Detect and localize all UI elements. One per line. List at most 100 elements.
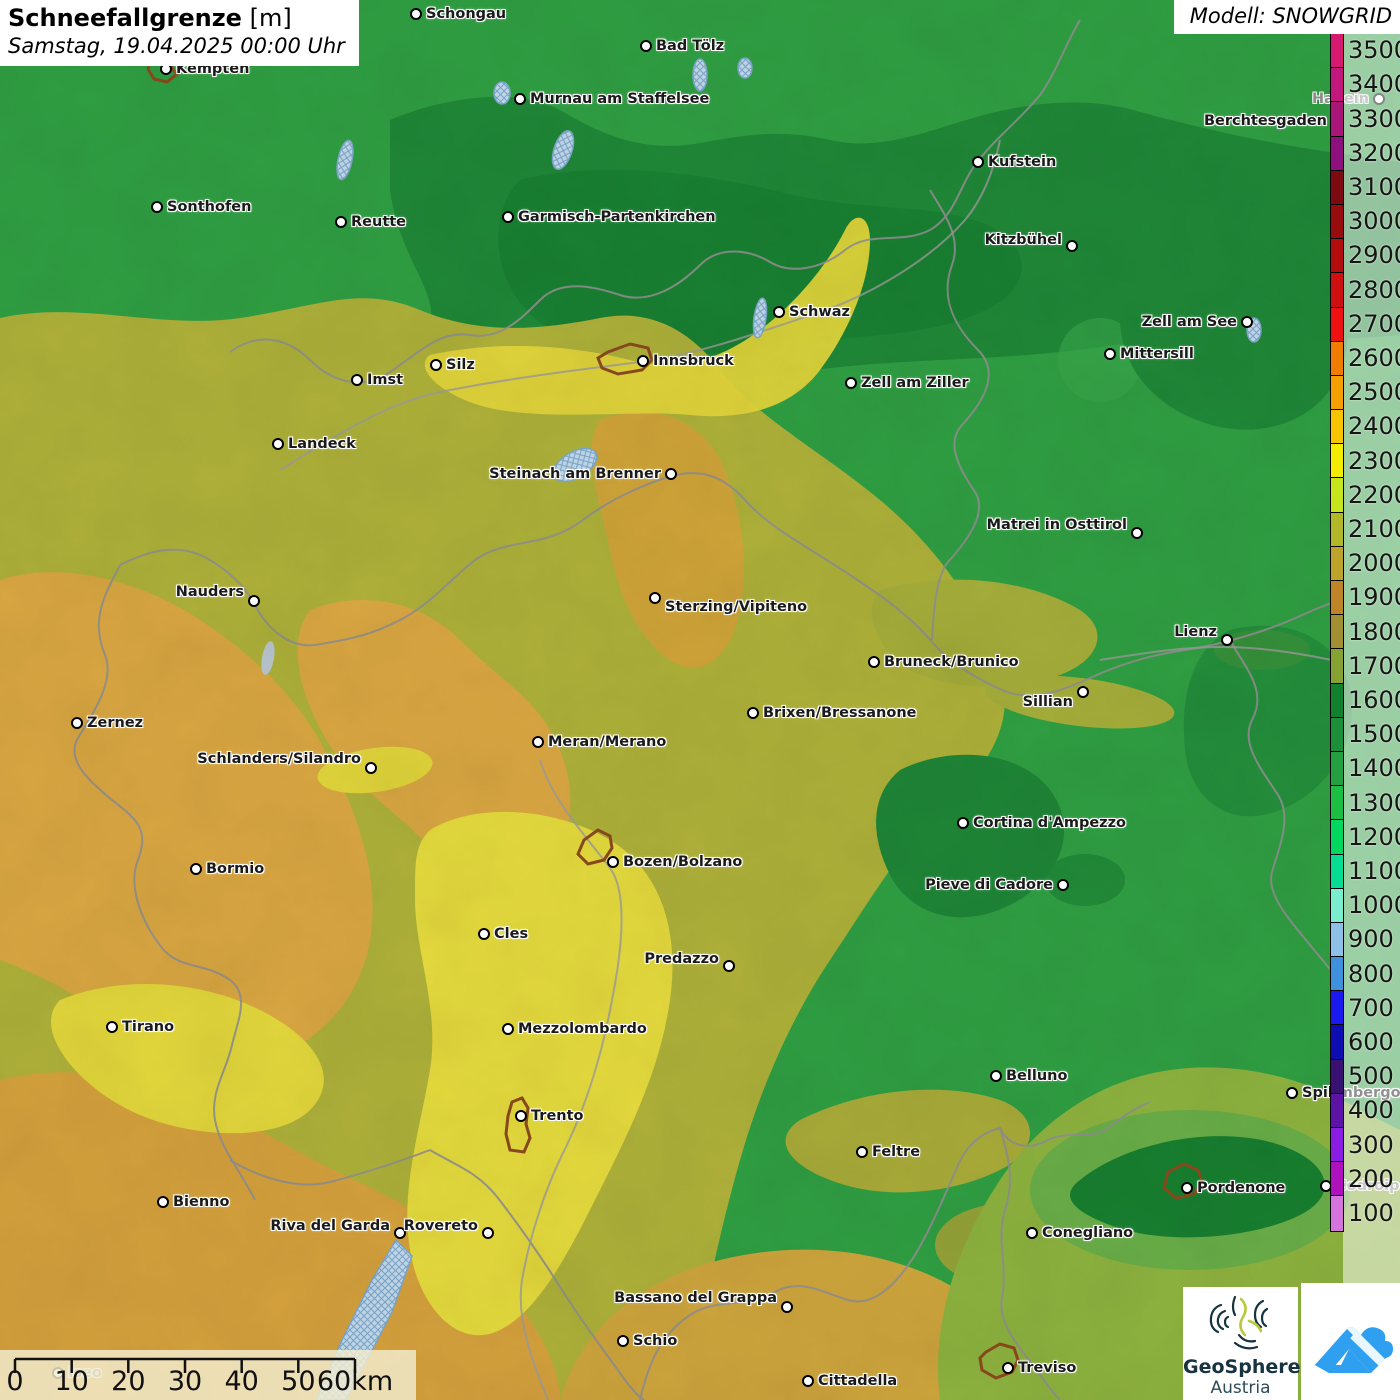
colorbar-block-2600: [1331, 341, 1343, 376]
colorbar-tick-label: 300: [1348, 1130, 1394, 1159]
elevation-colorbar: [1330, 33, 1344, 1232]
scalebar-tick-label: 50: [281, 1366, 316, 1397]
city-marker-icon: [781, 1301, 793, 1313]
city-marker-icon: [1221, 634, 1233, 646]
colorbar-tick-label: 1300: [1348, 788, 1400, 817]
colorbar-block-700: [1331, 991, 1343, 1026]
colorbar-tick-label: 3300: [1348, 104, 1400, 133]
colorbar-tick-label: 2100: [1348, 514, 1400, 543]
city-marker-icon: [502, 1023, 514, 1035]
city-label: Zell am Ziller: [861, 375, 969, 391]
city-marker-icon: [1077, 686, 1089, 698]
city-label: Lienz: [1174, 624, 1217, 640]
city-label: Cortina d'Ampezzo: [973, 815, 1127, 831]
colorbar-tick-label: 2200: [1348, 480, 1400, 509]
geosphere-logo-icon: [1209, 1295, 1268, 1350]
colorbar-block-1400: [1331, 751, 1343, 787]
colorbar-tick-label: 1200: [1348, 822, 1400, 851]
colorbar-block-3200: [1331, 136, 1343, 171]
city-marker-icon: [1286, 1087, 1298, 1099]
city-label: Brixen/Bressanone: [763, 705, 917, 721]
title-text: Schneefallgrenze: [8, 4, 242, 32]
title-unit: [m]: [249, 4, 292, 32]
colorbar-block-2400: [1331, 410, 1343, 445]
city-label: Nauders: [175, 584, 244, 600]
model-label: Modell: SNOWGRID: [1189, 4, 1392, 28]
scalebar-tick-label: 10: [54, 1366, 89, 1397]
city-label: Kitzbühel: [984, 232, 1062, 248]
mountain-logo-icon: [1315, 1327, 1393, 1373]
city-marker-icon: [151, 201, 163, 213]
colorbar-tick-label: 2600: [1348, 343, 1400, 372]
colorbar-tick-label: 2300: [1348, 446, 1400, 475]
scalebar-tick-label: 60km: [316, 1366, 394, 1397]
city-label: Sonthofen: [167, 199, 252, 215]
city-marker-icon: [502, 211, 514, 223]
colorbar-block-1500: [1331, 717, 1343, 752]
city-label: Bienno: [173, 1194, 230, 1210]
colorbar-block-2900: [1331, 239, 1343, 274]
city-marker-icon: [515, 1110, 527, 1122]
colorbar-tick-label: 3500: [1348, 36, 1400, 65]
city-label: Trento: [531, 1108, 584, 1124]
city-marker-icon: [747, 707, 759, 719]
colorbar-tick-label: 1700: [1348, 651, 1400, 680]
city-marker-icon: [410, 8, 422, 20]
colorbar-block-3100: [1331, 170, 1343, 205]
city-label: Mezzolombardo: [518, 1021, 647, 1037]
city-marker-icon: [190, 863, 202, 875]
colorbar-block-3500: [1331, 34, 1343, 69]
city-label: Predazzo: [644, 951, 719, 967]
colorbar-block-1800: [1331, 615, 1343, 650]
city-marker-icon: [532, 736, 544, 748]
city-marker-icon: [990, 1070, 1002, 1082]
city-label: Tirano: [122, 1019, 175, 1035]
city-label: Landeck: [288, 436, 356, 452]
colorbar-block-900: [1331, 922, 1343, 958]
colorbar-tick-label: 200: [1348, 1164, 1394, 1193]
city-marker-icon: [1057, 879, 1069, 891]
city-label: Pieve di Cadore: [925, 877, 1053, 893]
model-label-box: Modell: SNOWGRID: [1173, 0, 1400, 34]
city-marker-icon: [157, 1196, 169, 1208]
city-label: Cittadella: [818, 1373, 898, 1389]
colorbar-block-300: [1331, 1128, 1343, 1163]
city-marker-icon: [845, 377, 857, 389]
colorbar-block-1300: [1331, 786, 1343, 821]
colorbar-tick-label: 1900: [1348, 583, 1400, 612]
colorbar-tick-label: 3100: [1348, 172, 1400, 201]
colorbar-tick-label: 900: [1348, 925, 1394, 954]
colorbar-block-1000: [1331, 888, 1343, 923]
city-label: Bormio: [206, 861, 265, 877]
city-marker-icon: [1066, 240, 1078, 252]
colorbar-block-400: [1331, 1093, 1343, 1128]
city-marker-icon: [351, 374, 363, 386]
city-label: Garmisch-Partenkirchen: [518, 209, 716, 225]
city-marker-icon: [723, 960, 735, 972]
colorbar-block-800: [1331, 957, 1343, 992]
colorbar-block-3300: [1331, 102, 1343, 137]
geosphere-logo-subtext: Austria: [1210, 1377, 1271, 1398]
city-label: Treviso: [1018, 1360, 1077, 1376]
city-marker-icon: [773, 306, 785, 318]
colorbar-tick-label: 100: [1348, 1198, 1394, 1227]
city-marker-icon: [365, 762, 377, 774]
colorbar-block-2500: [1331, 375, 1343, 411]
colorbar-tick-label: 700: [1348, 993, 1394, 1022]
colorbar-block-1100: [1331, 854, 1343, 889]
city-marker-icon: [272, 438, 284, 450]
colorbar-tick-label: 1400: [1348, 754, 1400, 783]
city-label: Silz: [446, 357, 475, 373]
city-marker-icon: [856, 1146, 868, 1158]
city-label: Sillian: [1022, 694, 1073, 710]
city-label: Bozen/Bolzano: [623, 854, 743, 870]
colorbar-block-2800: [1331, 273, 1343, 308]
city-label: Sterzing/Vipiteno: [665, 599, 808, 615]
city-label: Kufstein: [988, 154, 1057, 170]
distance-scalebar: 0 10 20 30 40 50 60km: [0, 1350, 416, 1400]
city-marker-icon: [478, 928, 490, 940]
